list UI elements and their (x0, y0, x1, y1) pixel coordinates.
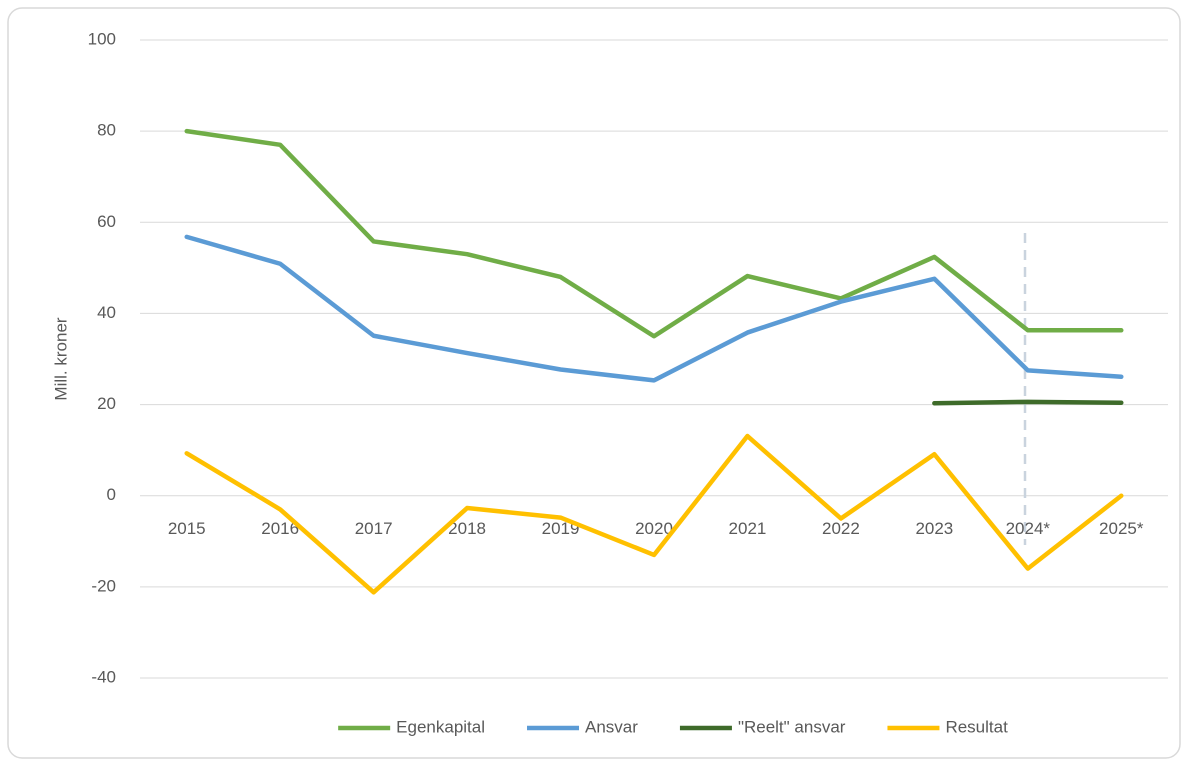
legend-label: Ansvar (585, 717, 638, 736)
y-axis-label: Mill. kroner (51, 317, 70, 400)
legend-label: "Reelt" ansvar (738, 717, 846, 736)
y-tick-label: -40 (91, 667, 116, 686)
x-tick-label: 2021 (729, 519, 767, 538)
series-line (184, 128, 1124, 339)
chart-border (7, 7, 1181, 759)
series-line (184, 234, 1124, 383)
series-line (184, 433, 1124, 595)
x-tick-label: 2024* (1006, 519, 1051, 538)
y-tick-label: -20 (91, 576, 116, 595)
x-tick-label: 2019 (542, 519, 580, 538)
legend-label: Resultat (945, 717, 1008, 736)
x-tick-label: 2025* (1099, 519, 1144, 538)
y-tick-label: 20 (97, 394, 116, 413)
x-tick-label: 2023 (915, 519, 953, 538)
y-tick-label: 0 (107, 485, 116, 504)
legend-label: Egenkapital (396, 717, 485, 736)
x-tick-label: 2022 (822, 519, 860, 538)
x-tick-label: 2020 (635, 519, 673, 538)
x-tick-label: 2017 (355, 519, 393, 538)
y-tick-label: 60 (97, 212, 116, 231)
series-line (932, 399, 1124, 406)
y-tick-label: 40 (97, 303, 116, 322)
x-tick-label: 2015 (168, 519, 206, 538)
y-tick-label: 100 (88, 29, 116, 48)
x-tick-label: 2018 (448, 519, 486, 538)
y-tick-label: 80 (97, 121, 116, 140)
x-tick-label: 2016 (261, 519, 299, 538)
